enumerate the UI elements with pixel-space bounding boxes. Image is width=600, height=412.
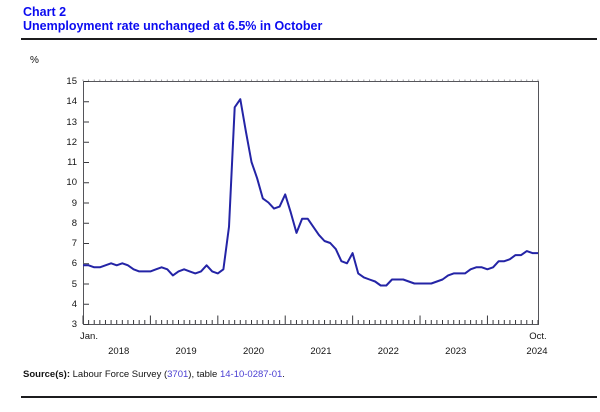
y-axis-label: 10 <box>66 177 77 189</box>
plot-frame <box>83 81 539 325</box>
x-axis-year-label: 2019 <box>175 346 197 357</box>
y-axis-label: 8 <box>71 217 77 229</box>
y-axis-label: 14 <box>66 96 77 108</box>
source-survey-link[interactable]: 3701 <box>167 369 189 380</box>
source-text-mid: ), table <box>188 369 220 380</box>
y-axis-label: 11 <box>67 157 77 168</box>
source-line: Source(s): Labour Force Survey (3701), t… <box>23 369 285 380</box>
source-prefix: Source(s): <box>23 369 70 380</box>
y-axis-label: 13 <box>66 116 77 128</box>
y-axis-label: 12 <box>66 136 77 148</box>
chart-title: Unemployment rate unchanged at 6.5% in O… <box>23 19 323 33</box>
y-axis-label: 6 <box>71 258 77 270</box>
unemployment-rate-line <box>83 98 538 287</box>
x-axis-year-label: 2018 <box>108 346 130 357</box>
source-text-after: . <box>282 369 285 380</box>
x-axis-end-month-label: Oct. <box>529 331 547 342</box>
footer-divider-rule <box>21 396 597 398</box>
x-axis-year-label: 2022 <box>377 346 399 357</box>
x-axis-year-label: 2021 <box>310 346 332 357</box>
x-axis-year-label: 2024 <box>526 346 548 357</box>
y-axis-label: 3 <box>71 319 77 330</box>
y-axis-unit-label: % <box>30 55 39 66</box>
chart-number-label: Chart 2 <box>23 5 67 19</box>
y-axis-label: 5 <box>71 278 77 290</box>
source-table-link[interactable]: 14-10-0287-01 <box>219 369 283 380</box>
y-axis-label: 7 <box>71 238 77 249</box>
x-axis-start-month-label: Jan. <box>80 331 98 342</box>
y-axis-label: 9 <box>71 197 77 209</box>
y-axis-label: 4 <box>71 298 77 310</box>
x-axis-year-label: 2020 <box>242 346 265 357</box>
x-axis-year-label: 2023 <box>445 346 467 357</box>
chart-header: Chart 2 Unemployment rate unchanged at 6… <box>23 5 322 33</box>
header-divider-rule <box>21 38 597 40</box>
y-axis-label: 15 <box>66 76 77 87</box>
source-text-before: Labour Force Survey ( <box>69 369 168 380</box>
